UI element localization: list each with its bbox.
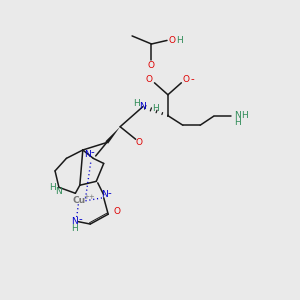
Text: O: O [147, 61, 155, 70]
Text: H: H [71, 224, 78, 233]
Text: Cu: Cu [72, 196, 86, 205]
Text: H: H [49, 183, 56, 192]
Text: H: H [234, 118, 241, 127]
Text: -: - [190, 74, 194, 84]
Text: -: - [107, 188, 111, 198]
Polygon shape [105, 127, 120, 144]
Text: N: N [55, 187, 62, 196]
Text: -: - [78, 214, 82, 224]
Text: H: H [176, 36, 183, 45]
Text: N: N [84, 150, 91, 159]
Text: ++: ++ [83, 194, 95, 200]
Text: H: H [133, 99, 140, 108]
Text: O: O [145, 75, 152, 84]
Text: N: N [140, 102, 146, 111]
Text: O: O [113, 207, 120, 216]
Text: O: O [169, 36, 176, 45]
Text: N: N [234, 111, 241, 120]
Text: -: - [90, 147, 94, 158]
Text: N: N [71, 217, 78, 226]
Text: H: H [241, 111, 248, 120]
Text: O: O [136, 138, 143, 147]
Text: O: O [183, 75, 190, 84]
Text: H: H [152, 104, 159, 113]
Text: N: N [100, 190, 107, 199]
